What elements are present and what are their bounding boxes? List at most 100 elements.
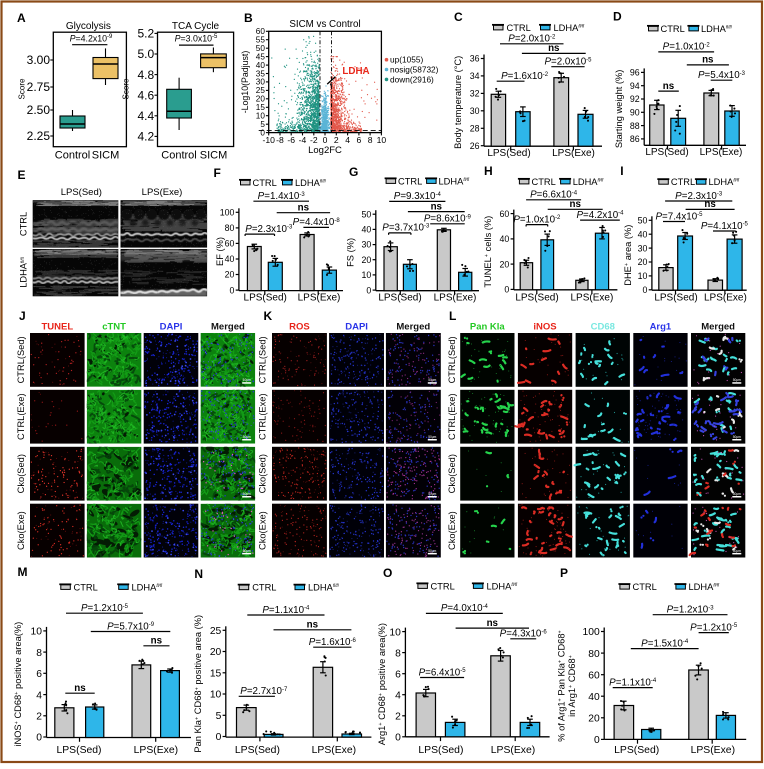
svg-text:26: 26 [470,141,480,151]
svg-text:SICM: SICM [92,150,120,162]
svg-text:A: A [17,11,26,25]
svg-text:ns: ns [298,203,310,214]
svg-text:ns: ns [702,55,714,66]
svg-text:Cko(Exe): Cko(Exe) [258,511,268,550]
svg-text:P=1.1x10-4: P=1.1x10-4 [262,605,310,616]
svg-text:ns: ns [431,201,443,212]
svg-text:35: 35 [256,69,266,78]
svg-text:4.8: 4.8 [138,68,155,82]
svg-text:in Arg1+ CD68+: in Arg1+ CD68+ [567,655,577,717]
svg-text:30: 30 [638,243,648,253]
svg-text:LDHAfl/fl: LDHAfl/fl [308,583,340,593]
svg-text:50: 50 [638,216,648,226]
svg-text:LPS(Sed): LPS(Sed) [61,187,102,198]
svg-text:CTRL: CTRL [19,212,29,236]
svg-text:P=4.2x10-4: P=4.2x10-4 [576,210,624,221]
svg-text:SICM: SICM [200,150,228,162]
svg-text:6: 6 [357,135,362,145]
svg-text:10: 10 [638,271,648,281]
svg-text:Glycolysis: Glycolysis [66,21,111,32]
svg-text:60: 60 [225,239,235,249]
svg-text:LDHAfl/fl: LDHAfl/fl [439,176,471,186]
svg-text:nosig(58732): nosig(58732) [390,64,439,74]
svg-text:0: 0 [395,733,401,744]
svg-text:10: 10 [389,627,401,638]
svg-text:N: N [194,567,203,581]
svg-text:LPS(Exe): LPS(Exe) [691,745,735,756]
svg-text:CTRL: CTRL [74,582,98,592]
svg-text:Arg1: Arg1 [650,322,672,333]
svg-text:45: 45 [256,52,266,61]
svg-text:D: D [613,10,622,24]
svg-text:FS (%): FS (%) [346,238,356,267]
svg-text:15: 15 [210,669,222,680]
svg-text:M: M [18,565,28,579]
svg-text:8: 8 [36,648,42,659]
svg-text:-4: -4 [299,135,307,145]
svg-text:4.4: 4.4 [138,109,155,123]
svg-text:0: 0 [216,732,222,743]
svg-text:LDHAfl/fl: LDHAfl/fl [709,177,741,187]
svg-text:50μm: 50μm [243,435,251,439]
svg-text:50μm: 50μm [243,378,251,382]
svg-text:40: 40 [362,225,372,235]
svg-text:CTRL: CTRL [661,24,685,34]
svg-text:Pan Kla: Pan Kla [470,322,506,333]
svg-text:P=1.0x10-2: P=1.0x10-2 [663,42,711,53]
svg-text:-8: -8 [276,135,284,145]
svg-text:2: 2 [36,712,42,723]
svg-text:LDHAfl/fl: LDHAfl/fl [295,178,327,188]
svg-text:50μm: 50μm [733,492,741,496]
svg-text:LPS(Sed): LPS(Sed) [654,293,697,304]
svg-text:H: H [484,164,493,178]
svg-text:SICM vs Control: SICM vs Control [289,19,360,30]
svg-text:2.25: 2.25 [27,129,51,143]
svg-text:DAPI: DAPI [345,322,368,333]
svg-text:LPS(Exe): LPS(Exe) [142,187,183,198]
svg-text:Merged: Merged [211,322,245,333]
svg-text:0: 0 [366,285,371,295]
svg-text:CTRL: CTRL [671,177,695,187]
svg-text:100: 100 [220,208,235,218]
svg-text:8: 8 [395,648,401,659]
svg-text:50μm: 50μm [428,435,436,439]
svg-text:80: 80 [225,223,235,233]
svg-text:P=2.3x10-3: P=2.3x10-3 [675,191,723,202]
svg-text:P=2.0x10-2: P=2.0x10-2 [508,34,556,45]
svg-text:LPS(Sed): LPS(Sed) [614,745,659,756]
svg-text:CTRL: CTRL [398,176,422,186]
svg-text:Cko(Exe): Cko(Exe) [447,511,457,550]
svg-text:LPS(Sed): LPS(Sed) [487,148,530,159]
svg-text:10: 10 [256,112,266,121]
svg-text:ns: ns [487,618,499,629]
svg-text:DAPI: DAPI [160,322,183,333]
svg-text:P=1.2x10-5: P=1.2x10-5 [81,603,129,614]
svg-text:Starting weight (%): Starting weight (%) [614,70,624,149]
svg-text:LPS(Exe): LPS(Exe) [491,745,535,756]
svg-text:-10: -10 [262,135,275,145]
svg-text:94: 94 [630,81,640,91]
svg-text:E: E [18,168,26,182]
svg-text:% of Arg1+ Pan Kla+ CD68+: % of Arg1+ Pan Kla+ CD68+ [557,630,567,742]
svg-text:4: 4 [395,690,401,701]
svg-text:P=4.2x10-9: P=4.2x10-9 [70,33,113,43]
svg-text:Control: Control [55,150,90,162]
svg-text:-6: -6 [287,135,295,145]
svg-text:28: 28 [470,123,480,133]
svg-text:10: 10 [31,627,43,638]
svg-text:L: L [449,309,456,323]
svg-text:0: 0 [323,135,328,145]
svg-text:P=9.3x10-4: P=9.3x10-4 [394,191,442,202]
svg-text:5: 5 [216,711,222,722]
svg-text:LDHAfl/fl: LDHAfl/fl [554,23,586,33]
svg-text:5.0: 5.0 [138,47,155,61]
svg-text:ns: ns [663,81,675,92]
svg-text:2.75: 2.75 [27,80,51,94]
svg-text:100: 100 [583,627,600,638]
svg-text:40: 40 [588,692,600,703]
svg-text:I: I [620,164,623,178]
svg-text:6: 6 [36,669,42,680]
svg-text:20: 20 [500,259,510,269]
svg-text:iNOS: iNOS [533,322,556,333]
svg-text:CTRL: CTRL [252,583,276,593]
